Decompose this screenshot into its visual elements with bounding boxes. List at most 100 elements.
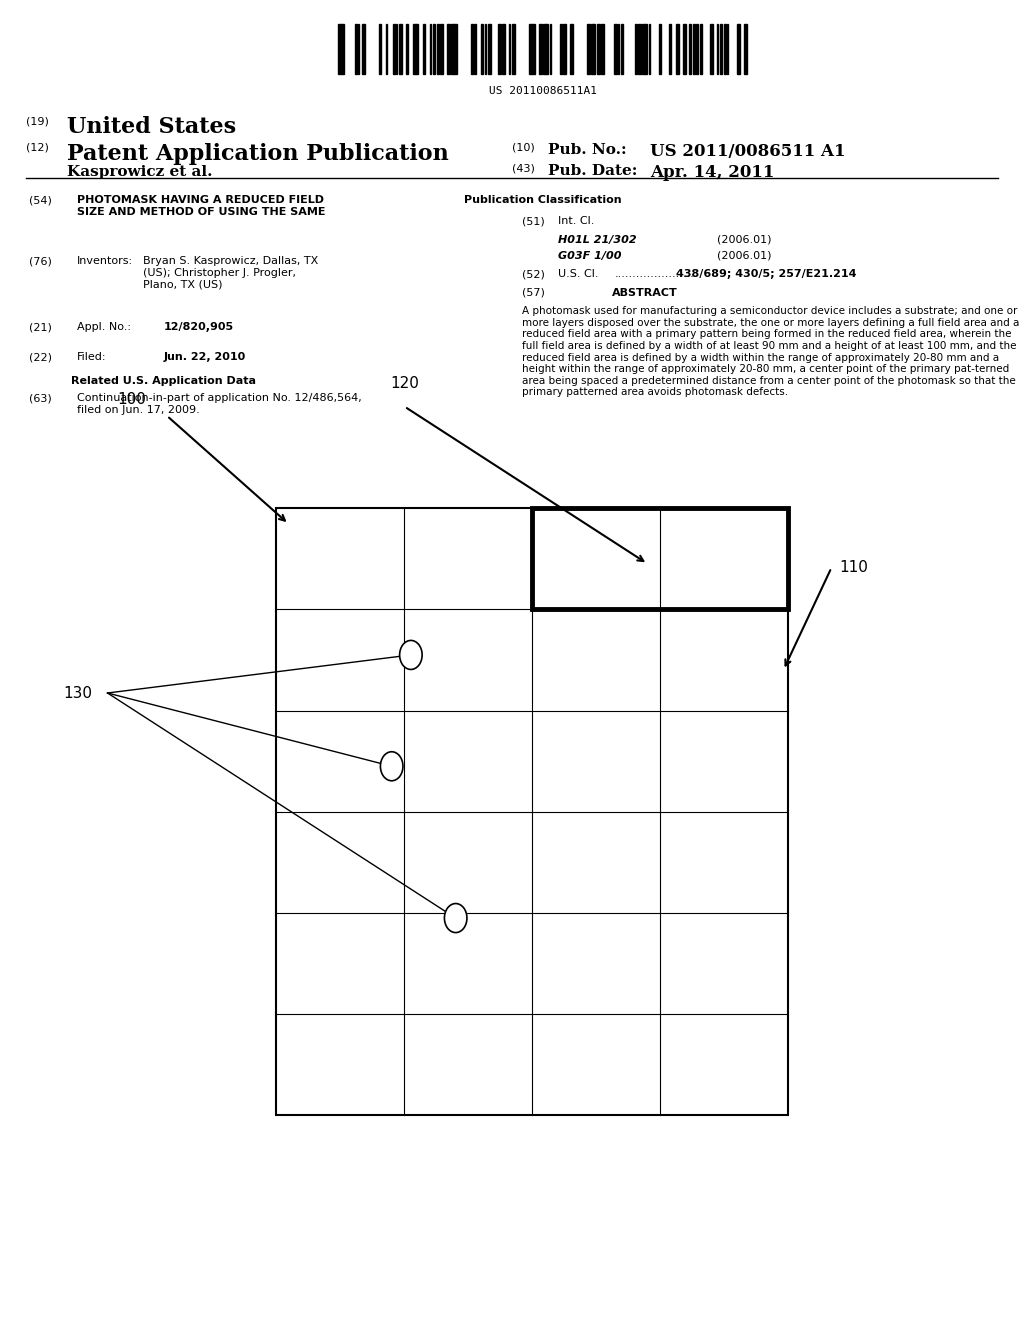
Bar <box>509 24 510 74</box>
Bar <box>570 24 572 74</box>
Text: U.S. Cl.: U.S. Cl. <box>558 269 599 280</box>
Text: (2006.01): (2006.01) <box>717 235 771 246</box>
Bar <box>614 24 617 74</box>
Bar <box>430 24 431 74</box>
Bar <box>392 24 394 74</box>
Bar <box>543 24 546 74</box>
Text: Jun. 22, 2010: Jun. 22, 2010 <box>164 352 246 363</box>
Bar <box>451 24 454 74</box>
Bar <box>699 24 701 74</box>
Text: (43): (43) <box>512 164 535 174</box>
Bar <box>638 24 641 74</box>
Bar <box>433 24 435 74</box>
Text: 100: 100 <box>118 392 146 407</box>
Bar <box>532 508 788 610</box>
Bar <box>717 24 719 74</box>
Bar <box>407 24 408 74</box>
Bar <box>338 24 341 74</box>
Text: Bryan S. Kasprowicz, Dallas, TX
(US); Christopher J. Progler,
Plano, TX (US): Bryan S. Kasprowicz, Dallas, TX (US); Ch… <box>143 256 318 289</box>
Bar <box>601 24 604 74</box>
Bar <box>546 24 549 74</box>
Bar <box>648 24 650 74</box>
Bar <box>737 24 740 74</box>
Text: Inventors:: Inventors: <box>77 256 133 267</box>
Text: Continuation-in-part of application No. 12/486,564,
filed on Jun. 17, 2009.: Continuation-in-part of application No. … <box>77 393 361 414</box>
Circle shape <box>399 640 422 669</box>
Bar <box>386 24 387 74</box>
Text: (19): (19) <box>26 116 48 127</box>
Bar <box>512 24 514 74</box>
Bar <box>594 24 595 74</box>
Bar <box>358 24 359 74</box>
Bar <box>724 24 726 74</box>
Text: (21): (21) <box>29 322 51 333</box>
Text: .......................: ....................... <box>614 269 697 280</box>
Bar <box>563 24 566 74</box>
Text: 130: 130 <box>63 685 92 701</box>
Circle shape <box>381 752 403 780</box>
Bar <box>413 24 417 74</box>
Text: (76): (76) <box>29 256 51 267</box>
Bar <box>440 24 442 74</box>
Bar <box>591 24 594 74</box>
Bar <box>560 24 561 74</box>
Text: Filed:: Filed: <box>77 352 106 363</box>
Bar <box>617 24 618 74</box>
Bar <box>484 24 486 74</box>
Text: Appl. No.:: Appl. No.: <box>77 322 131 333</box>
Text: Pub. No.:: Pub. No.: <box>548 143 627 157</box>
Bar <box>481 24 482 74</box>
Text: Apr. 14, 2011: Apr. 14, 2011 <box>650 164 774 181</box>
Bar <box>540 24 542 74</box>
Text: (22): (22) <box>29 352 51 363</box>
Bar <box>276 508 788 1115</box>
Text: (2006.01): (2006.01) <box>717 251 771 261</box>
Bar <box>669 24 671 74</box>
Text: Related U.S. Application Data: Related U.S. Application Data <box>72 376 256 387</box>
Text: (52): (52) <box>522 269 545 280</box>
Bar <box>532 24 535 74</box>
Text: PHOTOMASK HAVING A REDUCED FIELD
SIZE AND METHOD OF USING THE SAME: PHOTOMASK HAVING A REDUCED FIELD SIZE AN… <box>77 195 326 216</box>
Text: Int. Cl.: Int. Cl. <box>558 216 595 227</box>
Bar <box>676 24 679 74</box>
Bar <box>529 24 531 74</box>
Bar <box>474 24 476 74</box>
Text: H01L 21/302: H01L 21/302 <box>558 235 637 246</box>
Bar <box>396 24 397 74</box>
Text: (63): (63) <box>29 393 51 404</box>
Text: G03F 1/00: G03F 1/00 <box>558 251 622 261</box>
Text: 12/820,905: 12/820,905 <box>164 322 233 333</box>
Text: (57): (57) <box>522 288 545 298</box>
Text: United States: United States <box>67 116 236 139</box>
Bar <box>710 24 713 74</box>
Text: US 20110086511A1: US 20110086511A1 <box>488 86 597 96</box>
Bar <box>696 24 697 74</box>
Bar <box>635 24 637 74</box>
Bar <box>550 24 551 74</box>
Text: Kasprowicz et al.: Kasprowicz et al. <box>67 165 212 180</box>
Text: (54): (54) <box>29 195 51 206</box>
Text: (51): (51) <box>522 216 545 227</box>
Bar <box>720 24 722 74</box>
Bar <box>689 24 691 74</box>
Bar <box>454 24 457 74</box>
Bar <box>587 24 590 74</box>
Text: 438/689; 430/5; 257/E21.214: 438/689; 430/5; 257/E21.214 <box>676 269 856 280</box>
Bar <box>645 24 647 74</box>
Bar <box>744 24 748 74</box>
Bar <box>488 24 490 74</box>
Text: 110: 110 <box>840 560 868 576</box>
Bar <box>622 24 624 74</box>
Bar <box>423 24 425 74</box>
Text: (10): (10) <box>512 143 535 153</box>
Bar <box>683 24 685 74</box>
Bar <box>399 24 401 74</box>
Bar <box>417 24 418 74</box>
Bar <box>447 24 450 74</box>
Text: US 2011/0086511 A1: US 2011/0086511 A1 <box>650 143 846 160</box>
Text: ABSTRACT: ABSTRACT <box>612 288 678 298</box>
Bar <box>502 24 505 74</box>
Bar <box>658 24 662 74</box>
Text: A photomask used for manufacturing a semiconductor device includes a substrate; : A photomask used for manufacturing a sem… <box>522 306 1020 397</box>
Bar <box>341 24 344 74</box>
